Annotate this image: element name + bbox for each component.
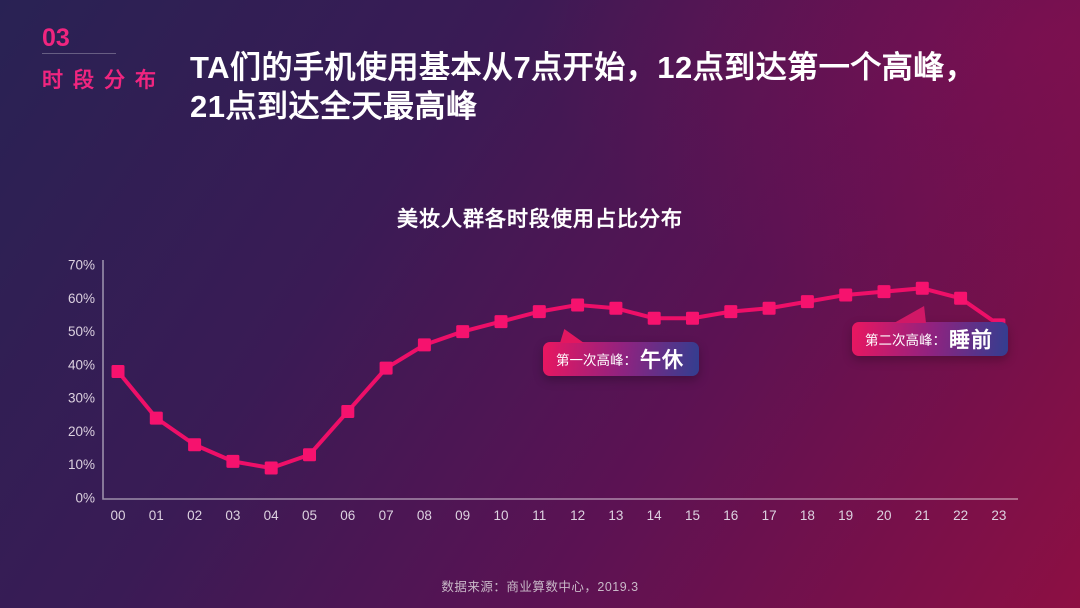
x-axis-tick-label: 03 bbox=[225, 508, 240, 523]
axis-lines bbox=[102, 260, 1018, 500]
x-axis-tick-label: 00 bbox=[110, 508, 125, 523]
x-axis-tick-label: 06 bbox=[340, 508, 355, 523]
page-title: TA们的手机使用基本从7点开始，12点到达第一个高峰， 21点到达全天最高峰 bbox=[190, 50, 977, 124]
x-axis-tick-label: 11 bbox=[532, 508, 546, 523]
y-axis-tick-label: 20% bbox=[68, 424, 95, 439]
y-axis-tick-label: 60% bbox=[68, 291, 95, 306]
data-point bbox=[226, 454, 240, 468]
x-axis-tick-label: 20 bbox=[876, 508, 891, 523]
x-axis-tick-label: 16 bbox=[723, 508, 738, 523]
x-axis-tick-label: 21 bbox=[915, 508, 930, 523]
y-axis-tick-label: 10% bbox=[68, 457, 95, 472]
callout-value: 午休 bbox=[640, 349, 684, 372]
x-axis-tick-label: 04 bbox=[264, 508, 280, 523]
callout-first-peak: 第一次高峰： 午休 bbox=[543, 329, 699, 376]
data-point bbox=[571, 298, 585, 312]
y-axis-tick-label: 0% bbox=[75, 491, 95, 506]
data-point bbox=[686, 311, 699, 325]
data-point bbox=[417, 338, 431, 352]
data-point bbox=[647, 311, 661, 325]
x-axis-tick-label: 09 bbox=[455, 508, 470, 523]
chart-title: 美妆人群各时段使用占比分布 bbox=[397, 208, 683, 231]
x-axis-tick-label: 14 bbox=[647, 508, 663, 523]
x-axis-tick-label: 22 bbox=[953, 508, 968, 523]
data-source: 数据来源：商业算数中心，2019.3 bbox=[441, 580, 639, 594]
data-point bbox=[915, 281, 929, 295]
x-axis-tick-label: 02 bbox=[187, 508, 202, 523]
data-point bbox=[800, 295, 814, 309]
x-axis-tick-label: 08 bbox=[417, 508, 432, 523]
section-number: 03 bbox=[42, 24, 70, 52]
data-point bbox=[724, 305, 738, 319]
data-point bbox=[954, 291, 968, 305]
callout-second-peak: 第二次高峰： 睡前 bbox=[852, 306, 1008, 356]
x-axis-tick-label: 19 bbox=[838, 508, 853, 523]
data-point bbox=[494, 315, 508, 329]
section-divider bbox=[42, 53, 116, 54]
x-axis-tick-label: 05 bbox=[302, 508, 317, 523]
x-axis-tick-label: 23 bbox=[991, 508, 1006, 523]
x-axis-tick-label: 01 bbox=[149, 508, 164, 523]
data-point bbox=[111, 365, 125, 379]
data-point bbox=[877, 285, 891, 299]
data-point bbox=[609, 301, 623, 315]
x-axis-tick-label: 07 bbox=[379, 508, 394, 523]
data-point bbox=[532, 305, 546, 319]
x-axis-tick-label: 17 bbox=[762, 508, 777, 523]
callout-label: 第一次高峰： bbox=[556, 353, 637, 368]
x-axis-tick-label: 10 bbox=[493, 508, 508, 523]
x-axis-tick-label: 12 bbox=[570, 508, 585, 523]
x-axis-tick-label: 15 bbox=[685, 508, 700, 523]
x-axis-tick-label: 18 bbox=[800, 508, 815, 523]
section-label: 时段分布 bbox=[42, 69, 166, 92]
data-point bbox=[341, 404, 355, 418]
y-axis-tick-label: 50% bbox=[68, 324, 95, 339]
data-point bbox=[149, 411, 163, 425]
data-point bbox=[303, 448, 316, 462]
data-point bbox=[762, 301, 776, 315]
data-point bbox=[379, 361, 393, 375]
callout-value: 睡前 bbox=[949, 329, 993, 352]
callout-label: 第二次高峰： bbox=[865, 333, 946, 348]
data-point bbox=[264, 461, 278, 475]
data-point bbox=[839, 288, 853, 302]
trend-line bbox=[116, 286, 1001, 471]
y-axis-tick-label: 70% bbox=[68, 258, 95, 273]
data-point bbox=[456, 325, 470, 339]
data-point bbox=[188, 438, 202, 452]
x-axis-tick-label: 13 bbox=[608, 508, 623, 523]
y-axis-tick-label: 40% bbox=[68, 357, 95, 372]
y-axis-tick-label: 30% bbox=[68, 391, 95, 406]
